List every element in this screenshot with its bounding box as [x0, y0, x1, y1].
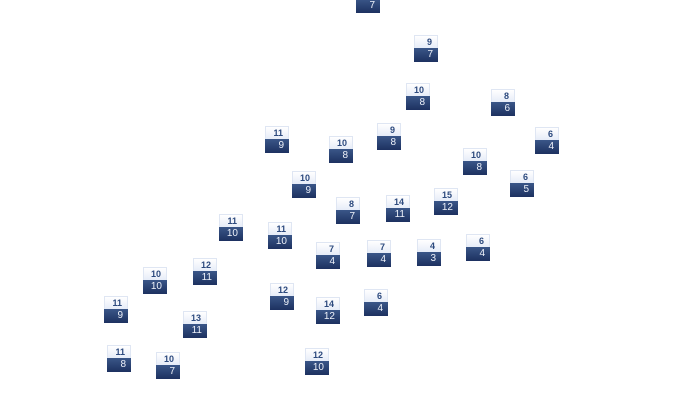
tile[interactable]: 12 10	[305, 348, 329, 375]
tile-top-value: 7	[316, 242, 340, 255]
tile-top-value: 7	[367, 240, 391, 253]
tile[interactable]: 11 9	[265, 126, 289, 153]
tile[interactable]: 10 8	[406, 83, 430, 110]
tile-bottom-value: 7	[156, 365, 180, 379]
tile-bottom-value: 11	[386, 208, 410, 222]
tile-top-value: 10	[143, 267, 167, 280]
tile-bottom-value: 9	[292, 184, 316, 198]
tile-top-value: 11	[219, 214, 243, 227]
tile-top-value: 4	[417, 239, 441, 252]
tile-bottom-value: 12	[434, 201, 458, 215]
tile-bottom-value: 6	[491, 102, 515, 116]
tile[interactable]: 10 10	[143, 267, 167, 294]
tile-top-value: 10	[156, 352, 180, 365]
tile-bottom-value: 4	[364, 302, 388, 316]
tile-bottom-value: 10	[219, 227, 243, 241]
tile-top-value: 12	[305, 348, 329, 361]
tile-top-value: 10	[329, 136, 353, 149]
tile-bottom-value: 8	[107, 358, 131, 372]
tile-top-value: 11	[268, 222, 292, 235]
tile[interactable]: 10 7	[156, 352, 180, 379]
tile-bottom-value: 8	[406, 96, 430, 110]
tile[interactable]: 10 8	[329, 136, 353, 163]
tile[interactable]: 14 12	[316, 297, 340, 324]
tile-bottom-value: 4	[367, 253, 391, 267]
tile-bottom-value: 8	[463, 161, 487, 175]
tile-top-value: 13	[183, 311, 207, 324]
tile-top-value: 10	[406, 83, 430, 96]
tile-bottom-value: 9	[104, 309, 128, 323]
tile-top-value: 14	[386, 195, 410, 208]
tile[interactable]: 10 9	[292, 171, 316, 198]
tile-bottom-value: 8	[377, 136, 401, 150]
tile[interactable]: 11 10	[219, 214, 243, 241]
tile[interactable]: 11 9	[104, 296, 128, 323]
tile-top-value: 8	[491, 89, 515, 102]
tile-top-value: 14	[316, 297, 340, 310]
tile-top-value: 6	[535, 127, 559, 140]
tile-bottom-value: 9	[265, 139, 289, 153]
tile-top-value: 15	[434, 188, 458, 201]
tile-bottom-value: 12	[316, 310, 340, 324]
tile-top-value: 12	[193, 258, 217, 271]
tile-bottom-value: 9	[270, 296, 294, 310]
tile-top-value: 9	[414, 35, 438, 48]
tile-bottom-value: 7	[356, 0, 380, 13]
tile[interactable]: 12 11	[193, 258, 217, 285]
tile-bottom-value: 4	[316, 255, 340, 269]
tile[interactable]: 10 8	[463, 148, 487, 175]
tile[interactable]: 11 8	[107, 345, 131, 372]
tile-bottom-value: 7	[336, 210, 360, 224]
tile[interactable]: 7	[356, 0, 380, 13]
tile-top-value: 11	[104, 296, 128, 309]
tile-bottom-value: 7	[414, 48, 438, 62]
tile-top-value: 6	[364, 289, 388, 302]
tile-top-value: 10	[463, 148, 487, 161]
tile-top-value: 11	[265, 126, 289, 139]
tile-bottom-value: 4	[466, 247, 490, 261]
tile-bottom-value: 10	[143, 280, 167, 294]
tile-top-value: 9	[377, 123, 401, 136]
tile-top-value: 12	[270, 283, 294, 296]
tile[interactable]: 15 12	[434, 188, 458, 215]
tile-bottom-value: 4	[535, 140, 559, 154]
tile-bottom-value: 11	[193, 271, 217, 285]
tile[interactable]: 14 11	[386, 195, 410, 222]
tile-bottom-value: 5	[510, 183, 534, 197]
tile-top-value: 6	[466, 234, 490, 247]
tile-top-value: 11	[107, 345, 131, 358]
tile[interactable]: 11 10	[268, 222, 292, 249]
tile-bottom-value: 10	[305, 361, 329, 375]
tile-bottom-value: 11	[183, 324, 207, 338]
tile-bottom-value: 10	[268, 235, 292, 249]
tile[interactable]: 13 11	[183, 311, 207, 338]
tile-top-value: 10	[292, 171, 316, 184]
tile-bottom-value: 8	[329, 149, 353, 163]
tile-top-value: 6	[510, 170, 534, 183]
tile[interactable]: 12 9	[270, 283, 294, 310]
tile-top-value: 8	[336, 197, 360, 210]
tile-bottom-value: 3	[417, 252, 441, 266]
